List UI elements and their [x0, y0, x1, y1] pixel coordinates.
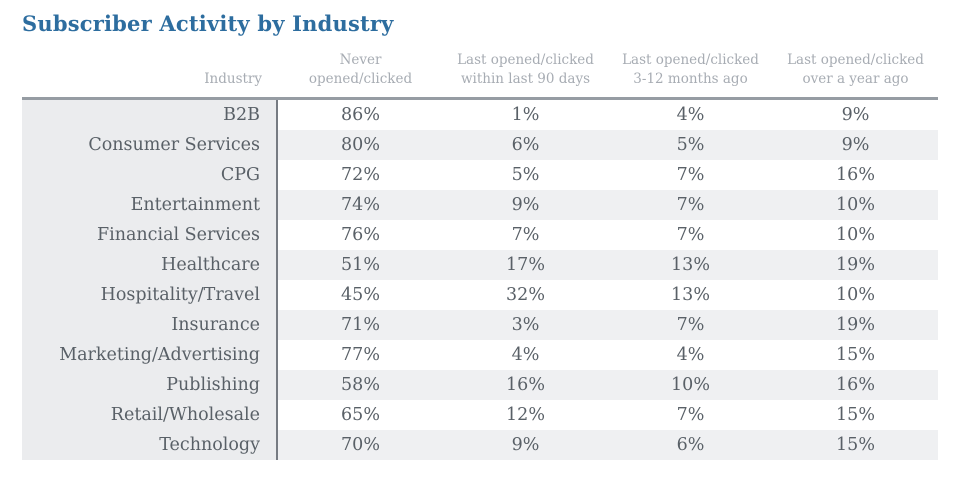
value-cell: 15% [836, 345, 875, 365]
industry-cell: B2B [22, 100, 278, 130]
table-row: Insurance 71% 3% 7% 19% [22, 310, 938, 340]
value-cell: 9% [841, 105, 870, 125]
value-cell: 13% [671, 285, 710, 305]
subscriber-activity-table: Industry Never opened/clicked Last opene… [22, 46, 938, 460]
industry-cell: Financial Services [22, 220, 278, 250]
table-row: Marketing/Advertising 77% 4% 4% 15% [22, 340, 938, 370]
table-row: Retail/Wholesale 65% 12% 7% 15% [22, 400, 938, 430]
value-cell: 74% [278, 190, 443, 220]
value-cell: 32% [506, 285, 545, 305]
value-cell: 72% [341, 165, 380, 185]
table-header-last-90-days: Last opened/clicked within last 90 days [457, 51, 594, 88]
industry-cell: Entertainment [22, 190, 278, 220]
value-cell: 16% [836, 165, 875, 185]
value-cell: 6% [608, 430, 773, 460]
value-cell: 10% [836, 225, 875, 245]
value-cell: 5% [608, 130, 773, 160]
table-row: CPG 72% 5% 7% 16% [22, 160, 938, 190]
industry-cell: CPG [22, 160, 278, 190]
value-cell: 1% [511, 105, 540, 125]
value-cell: 7% [676, 405, 705, 425]
value-cell: 58% [278, 370, 443, 400]
value-cell: 51% [278, 250, 443, 280]
table-row: Entertainment 74% 9% 7% 10% [22, 190, 938, 220]
value-cell: 4% [676, 345, 705, 365]
value-cell: 7% [608, 310, 773, 340]
table-row: Healthcare 51% 17% 13% 19% [22, 250, 938, 280]
table-row: Technology 70% 9% 6% 15% [22, 430, 938, 460]
value-cell: 19% [773, 250, 938, 280]
value-cell: 17% [443, 250, 608, 280]
value-cell: 45% [341, 285, 380, 305]
value-cell: 13% [608, 250, 773, 280]
value-cell: 3% [443, 310, 608, 340]
value-cell: 7% [676, 165, 705, 185]
value-cell: 15% [836, 405, 875, 425]
value-cell: 6% [443, 130, 608, 160]
value-cell: 16% [443, 370, 608, 400]
table-row: Financial Services 76% 7% 7% 10% [22, 220, 938, 250]
value-cell: 12% [506, 405, 545, 425]
value-cell: 9% [773, 130, 938, 160]
industry-cell: Marketing/Advertising [22, 340, 278, 370]
table-row: B2B 86% 1% 4% 9% [22, 100, 938, 130]
table-header-row: Industry Never opened/clicked Last opene… [22, 46, 938, 100]
table-row: Hospitality/Travel 45% 32% 13% 10% [22, 280, 938, 310]
value-cell: 86% [341, 105, 380, 125]
table-body: B2B 86% 1% 4% 9% Consumer Services 80% 6% 5% 9% CP… [22, 100, 938, 460]
table-header-over-a-year: Last opened/clicked over a year ago [787, 51, 924, 88]
table-header-3-12-months: Last opened/clicked 3-12 months ago [622, 51, 759, 88]
table-header-industry: Industry [204, 71, 262, 88]
value-cell: 77% [341, 345, 380, 365]
value-cell: 7% [511, 225, 540, 245]
industry-cell: Publishing [22, 370, 278, 400]
value-cell: 15% [773, 430, 938, 460]
value-cell: 9% [443, 190, 608, 220]
value-cell: 80% [278, 130, 443, 160]
value-cell: 16% [773, 370, 938, 400]
industry-cell: Hospitality/Travel [22, 280, 278, 310]
value-cell: 5% [511, 165, 540, 185]
page-title: Subscriber Activity by Industry [22, 11, 394, 36]
table-header-never-opened: Never opened/clicked [308, 51, 413, 88]
value-cell: 70% [278, 430, 443, 460]
value-cell: 65% [341, 405, 380, 425]
value-cell: 4% [676, 105, 705, 125]
value-cell: 10% [836, 285, 875, 305]
value-cell: 19% [773, 310, 938, 340]
industry-cell: Insurance [22, 310, 278, 340]
value-cell: 7% [608, 190, 773, 220]
value-cell: 4% [511, 345, 540, 365]
table-row: Consumer Services 80% 6% 5% 9% [22, 130, 938, 160]
value-cell: 71% [278, 310, 443, 340]
value-cell: 7% [676, 225, 705, 245]
industry-cell: Healthcare [22, 250, 278, 280]
industry-cell: Consumer Services [22, 130, 278, 160]
table-row: Publishing 58% 16% 10% 16% [22, 370, 938, 400]
industry-cell: Retail/Wholesale [22, 400, 278, 430]
value-cell: 9% [443, 430, 608, 460]
value-cell: 76% [341, 225, 380, 245]
value-cell: 10% [773, 190, 938, 220]
industry-cell: Technology [22, 430, 278, 460]
value-cell: 10% [608, 370, 773, 400]
